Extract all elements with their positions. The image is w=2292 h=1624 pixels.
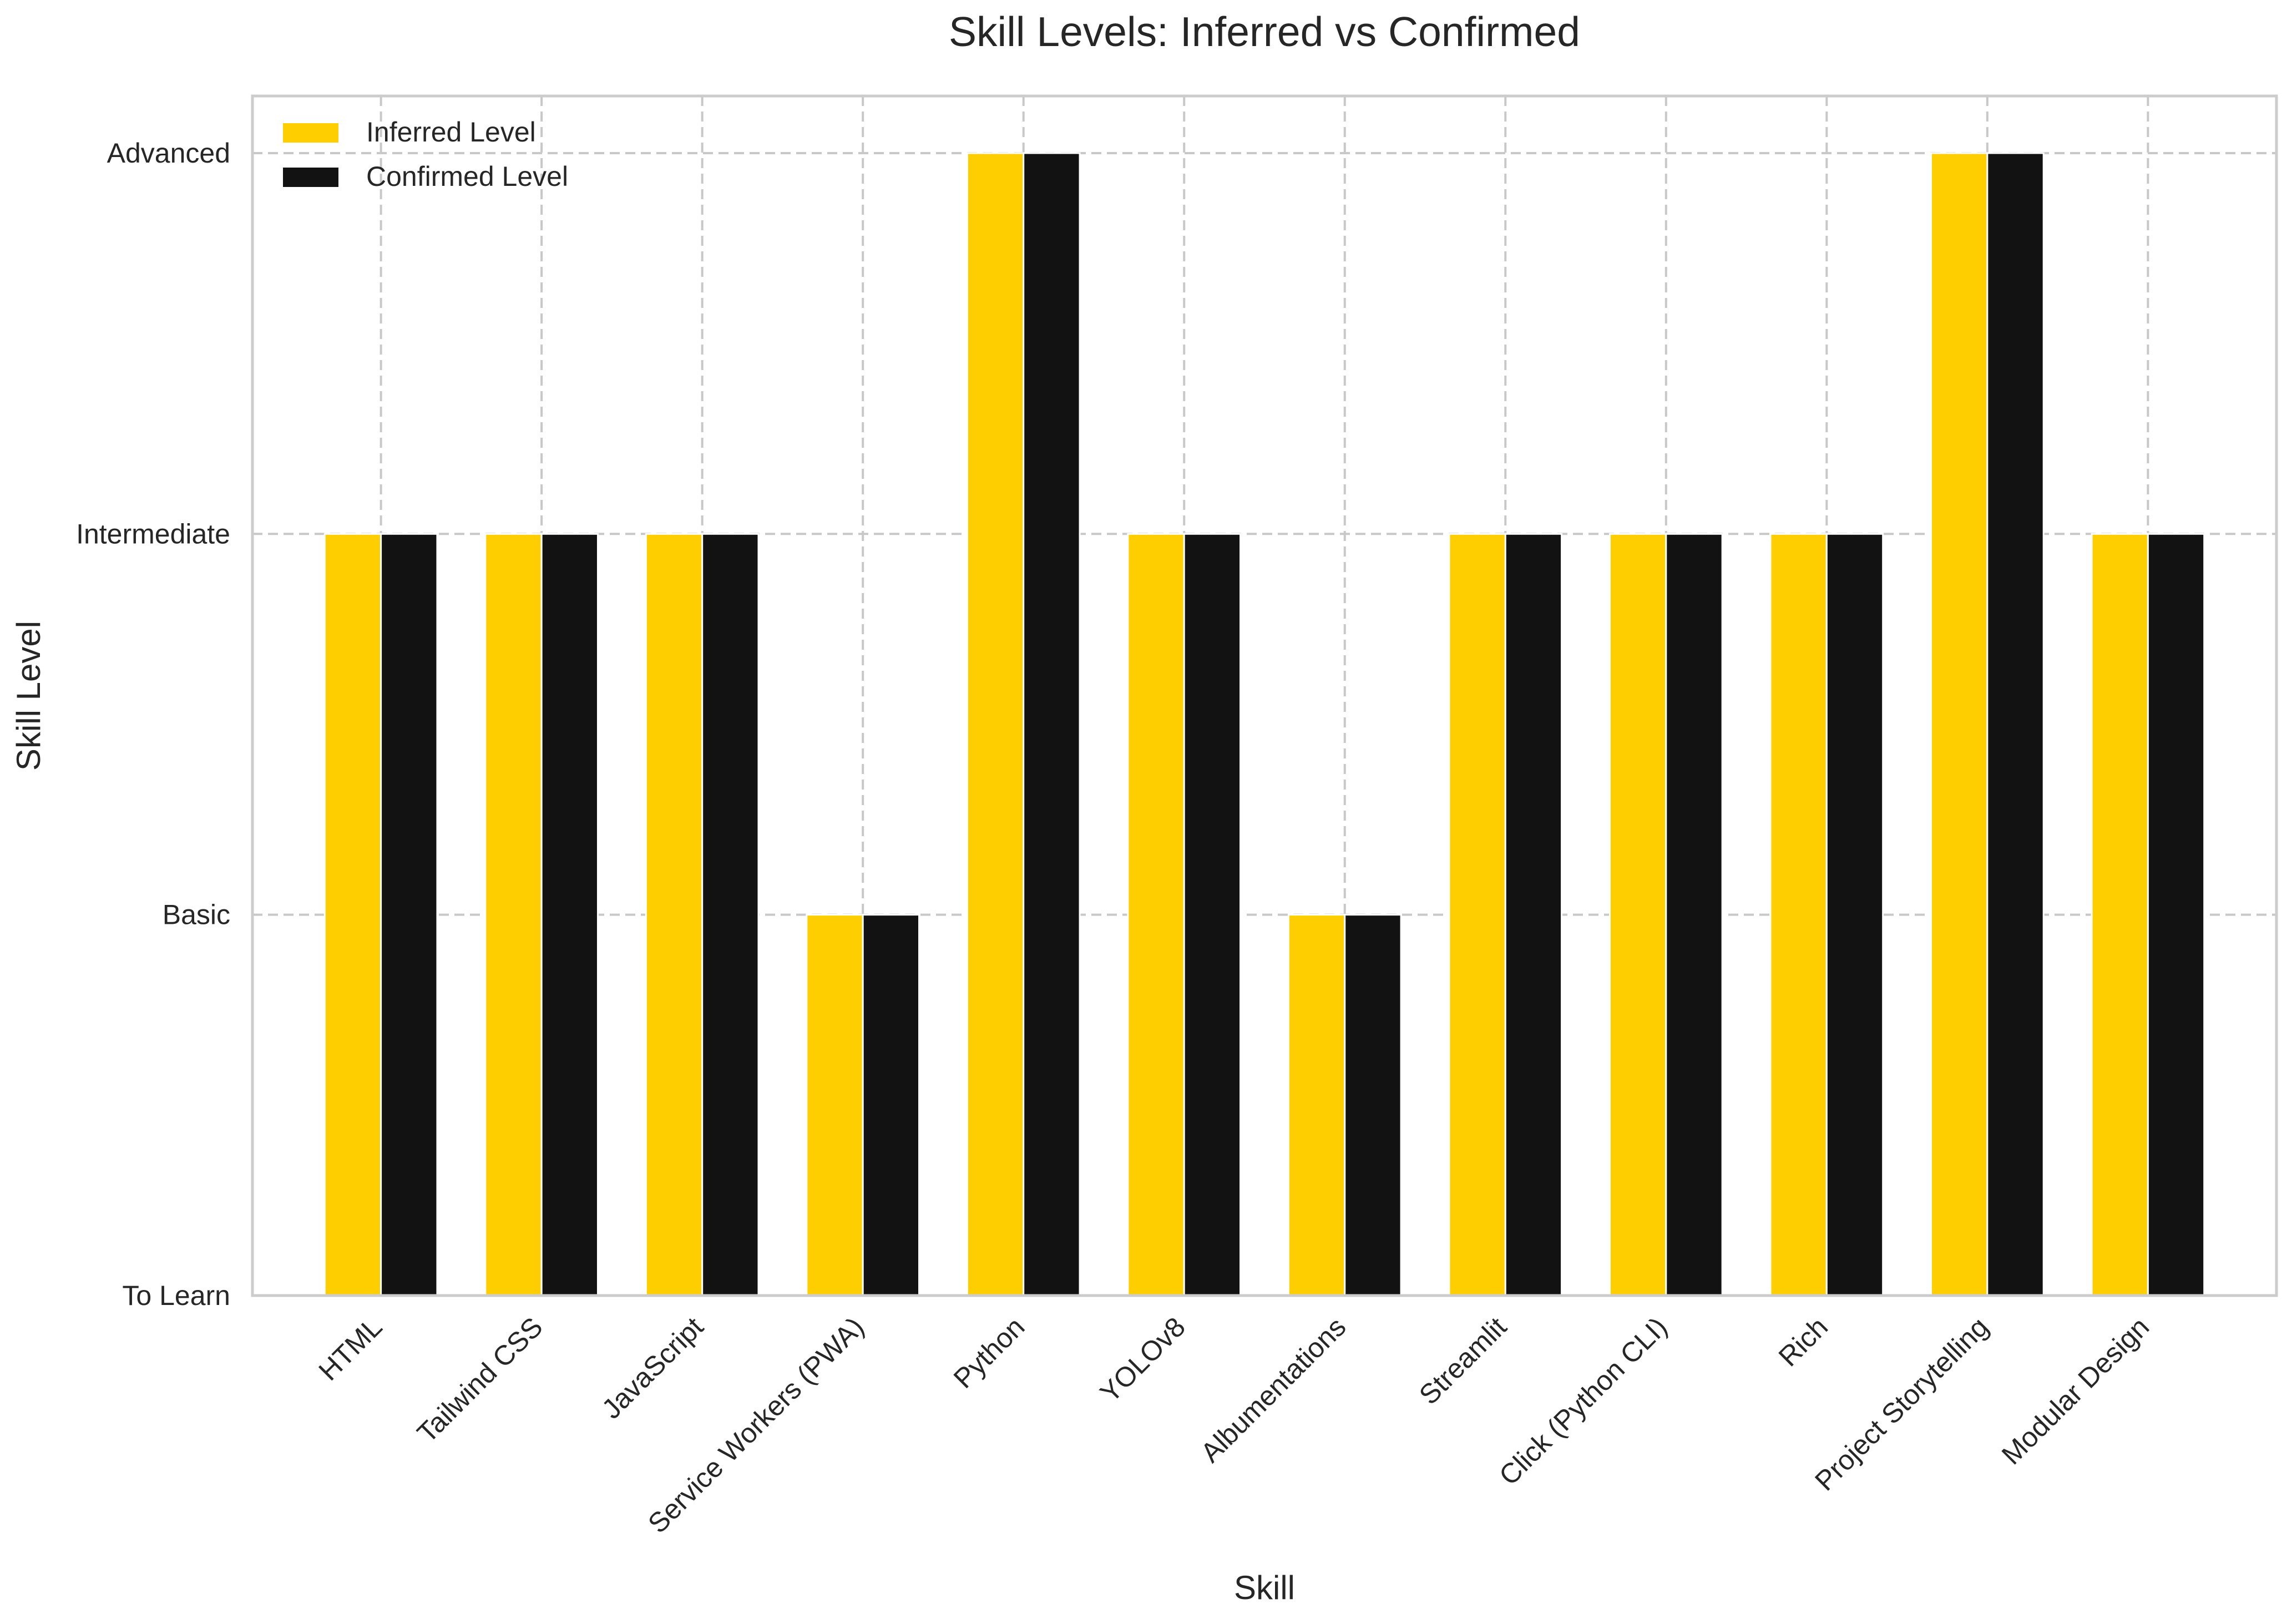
bar-confirmed xyxy=(1344,914,1402,1297)
legend-swatch xyxy=(283,123,338,143)
bar-confirmed xyxy=(540,533,599,1297)
legend: Inferred Level Confirmed Level xyxy=(283,117,568,192)
bar-confirmed xyxy=(1183,533,1242,1297)
x-axis-label: Skill xyxy=(1234,1569,1295,1606)
bar-confirmed xyxy=(1504,533,1563,1297)
bar-inferred xyxy=(2091,533,2149,1297)
legend-label: Inferred Level xyxy=(366,117,536,148)
bar-inferred xyxy=(1127,533,1185,1297)
bar-confirmed xyxy=(2147,533,2205,1297)
bar-confirmed xyxy=(380,533,438,1297)
y-tick-label: Advanced xyxy=(107,138,230,169)
bar-inferred xyxy=(1769,533,1828,1297)
bar-inferred xyxy=(966,152,1025,1297)
bar-inferred xyxy=(806,914,864,1297)
bar-confirmed xyxy=(1986,152,2045,1297)
bar-confirmed xyxy=(701,533,760,1297)
y-tick-label: Intermediate xyxy=(76,518,230,549)
bar-inferred xyxy=(1287,914,1346,1297)
legend-label: Confirmed Level xyxy=(366,161,568,192)
y-tick-label: To Learn xyxy=(122,1280,230,1311)
bar-inferred xyxy=(1930,152,1989,1297)
plot-frame xyxy=(251,94,2278,1297)
legend-swatch xyxy=(283,168,338,187)
bars xyxy=(323,152,2205,1297)
bar-inferred xyxy=(484,533,543,1297)
chart-title: Skill Levels: Inferred vs Confirmed xyxy=(949,8,1580,55)
bar-confirmed xyxy=(862,914,920,1297)
bar-confirmed xyxy=(1665,533,1723,1297)
bar-inferred xyxy=(645,533,704,1297)
y-tick-labels: To Learn Basic Intermediate Advanced xyxy=(76,138,230,1311)
bar-confirmed xyxy=(1023,152,1081,1297)
bar-confirmed xyxy=(1825,533,1884,1297)
bar-inferred xyxy=(1608,533,1667,1297)
y-axis-label: Skill Level xyxy=(10,621,47,771)
bar-inferred xyxy=(323,533,382,1297)
y-tick-label: Basic xyxy=(163,899,230,930)
bar-inferred xyxy=(1448,533,1506,1297)
